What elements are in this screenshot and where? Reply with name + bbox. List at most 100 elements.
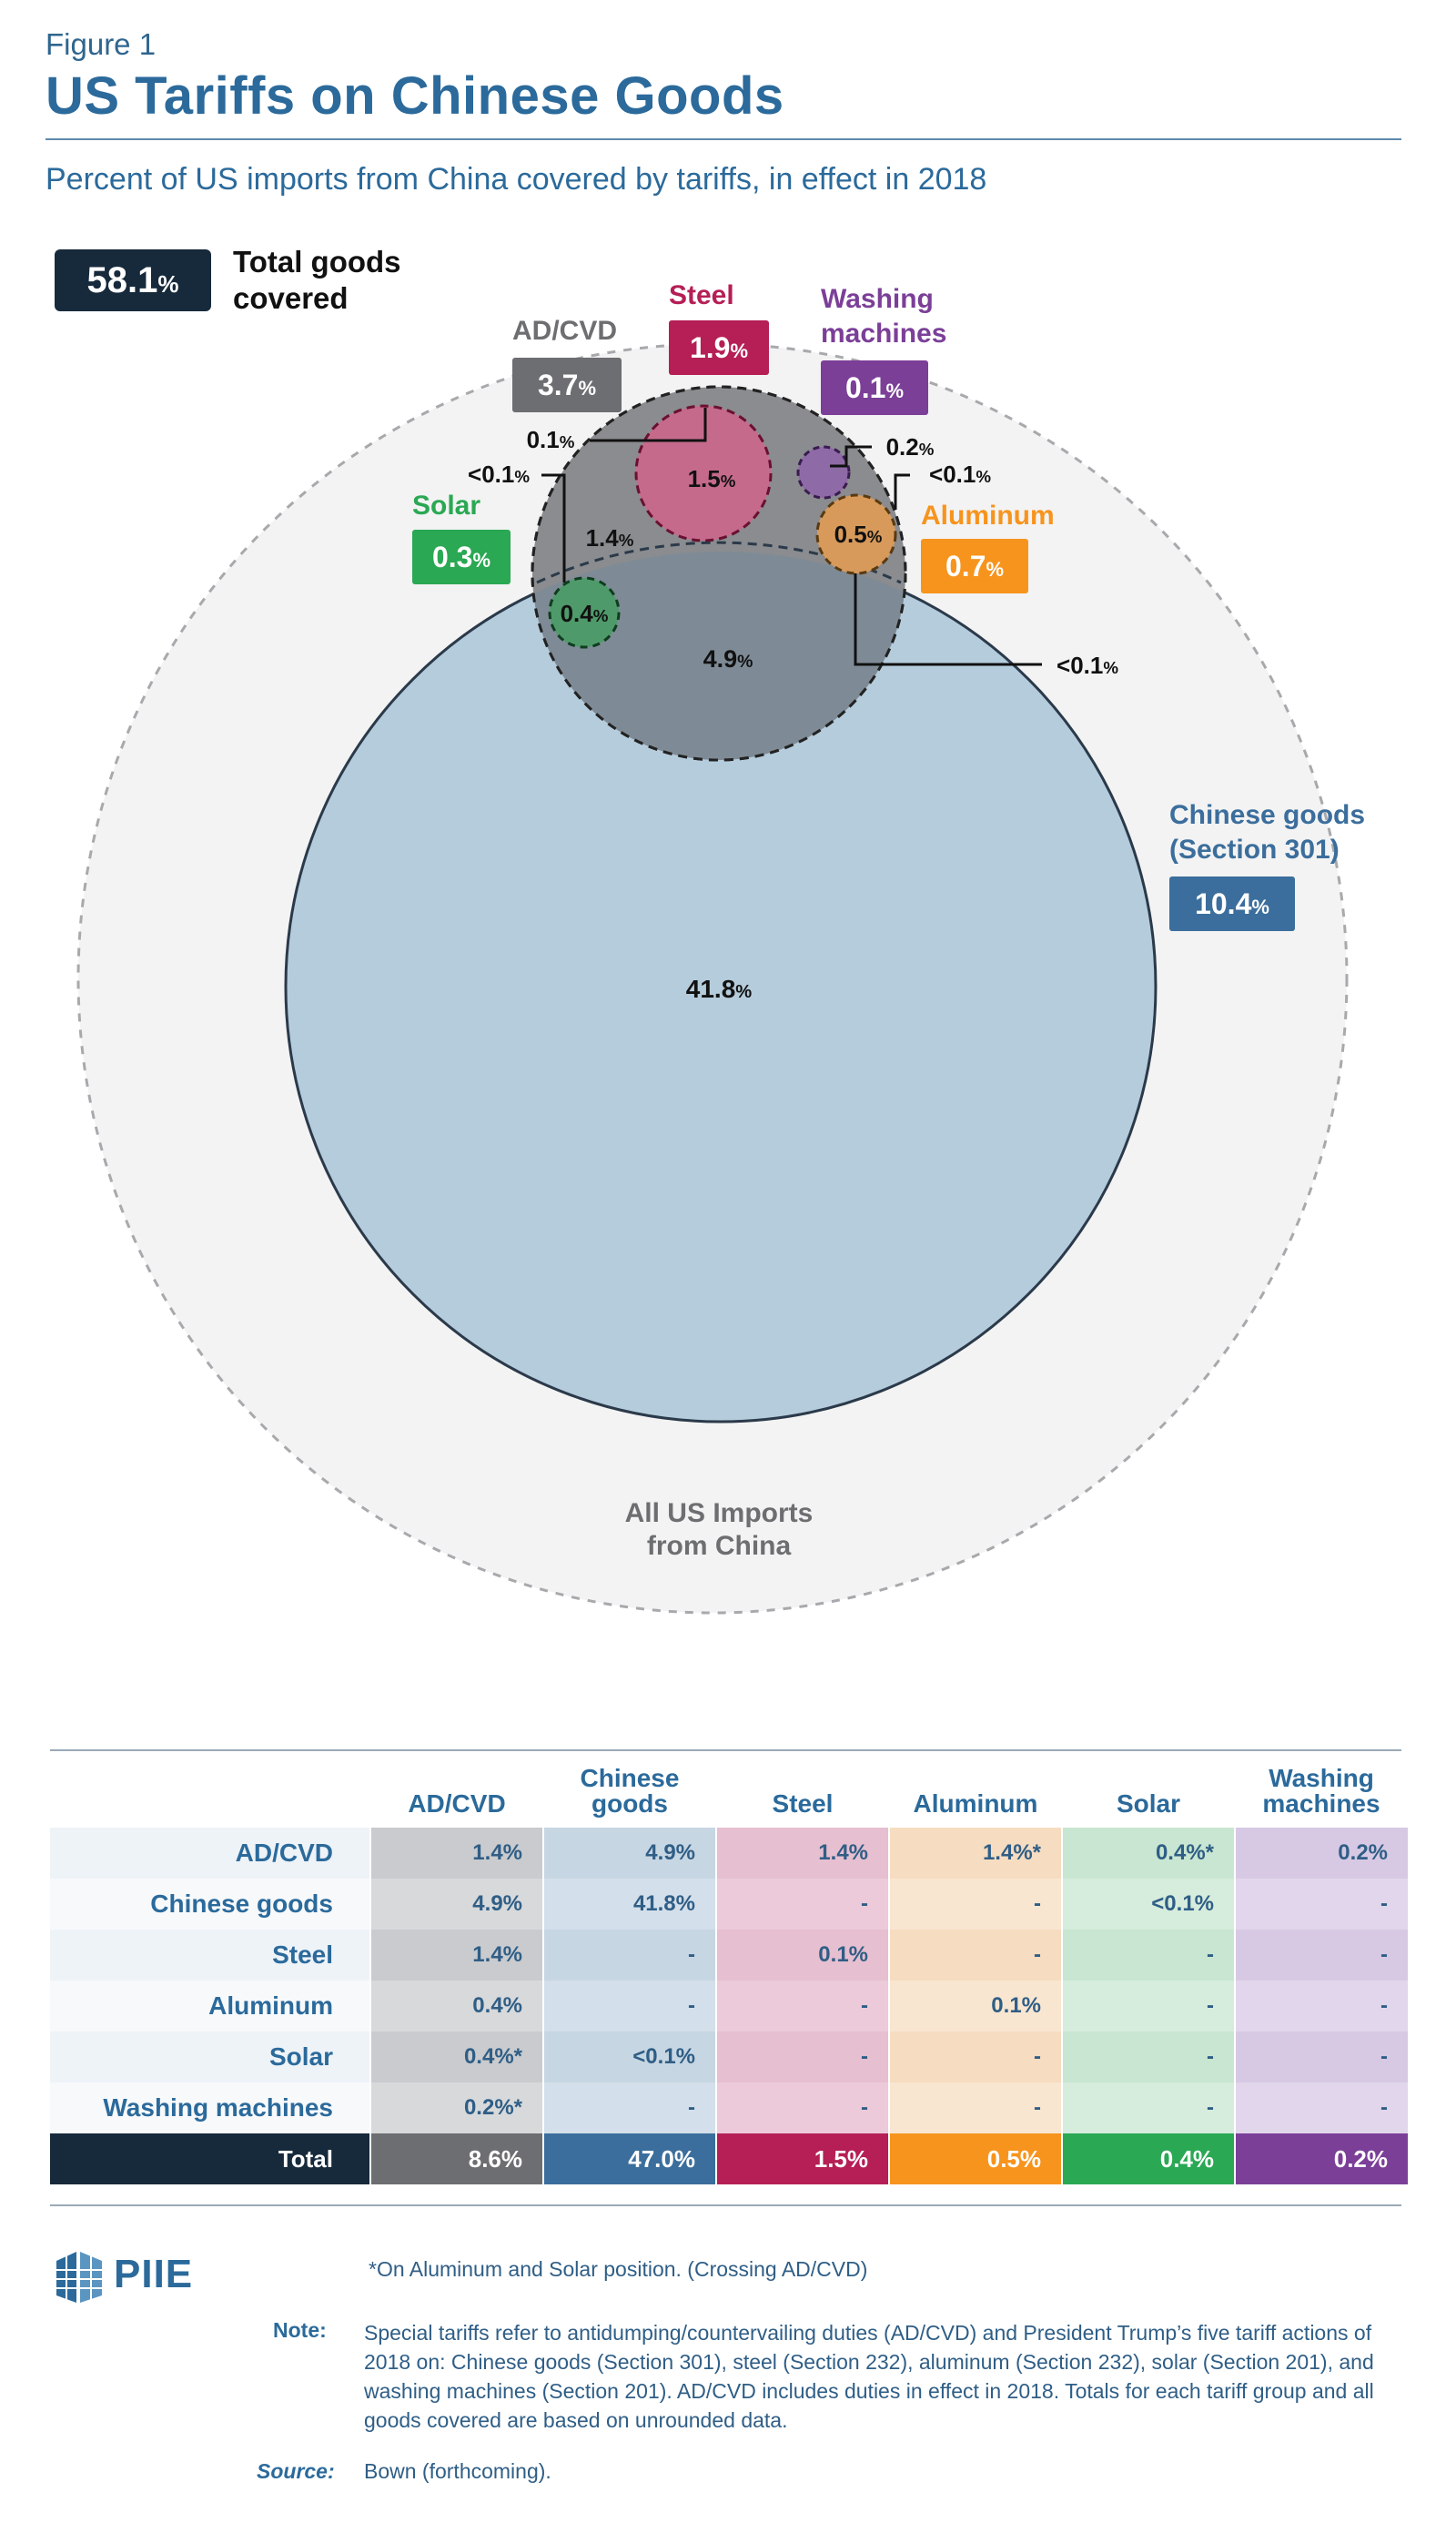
table-cell: - [715, 1879, 889, 1930]
table-cell: - [542, 1930, 716, 1981]
table-cell: - [1234, 2082, 1408, 2133]
region-label-aluminum-in-adcvd: 0.5% [834, 521, 883, 548]
table-cell: - [715, 2082, 889, 2133]
adcvd-circle-outline [531, 385, 907, 762]
adcvd-label: AD/CVD [512, 316, 618, 346]
total-cell: 0.2% [1234, 2133, 1408, 2184]
table-cell: 0.4%* [1061, 1828, 1235, 1879]
total-cell: 8.6% [369, 2133, 543, 2184]
total-cell: 0.4% [1061, 2133, 1235, 2184]
table-cell: - [888, 1930, 1062, 1981]
table-corner [50, 1766, 370, 1828]
aluminum-tag: 0.7% [921, 539, 1028, 593]
table-cell: 0.1% [715, 1930, 889, 1981]
table-cell: 0.4% [369, 1981, 543, 2031]
note-text: Special tariffs refer to antidumping/cou… [364, 2321, 1374, 2432]
table-top-divider [50, 1749, 1401, 1751]
leader-steel-only [590, 408, 707, 442]
table-cell: - [1234, 1981, 1408, 2031]
table-row: Washing machines 0.2%* - - - - - [50, 2082, 1408, 2133]
aluminum-circle [815, 493, 897, 575]
table-total-row: Total 8.6% 47.0% 1.5% 0.5% 0.4% 0.2% [50, 2133, 1408, 2184]
footnote: *On Aluminum and Solar position. (Crossi… [369, 2257, 868, 2281]
table-cell: 1.4% [369, 1828, 543, 1879]
region-label-solar-in-adcvd: 0.4% [561, 600, 609, 627]
table-cell: 4.9% [369, 1879, 543, 1930]
chinese-goods-total: 10.4 [1195, 887, 1252, 920]
table-cell: 0.2%* [369, 2082, 543, 2133]
row-header: Steel [50, 1930, 370, 1981]
column-header: Solar [1116, 1789, 1181, 1818]
total-goods-badge: 58.1% [55, 249, 211, 311]
leader-aluminum-chinese [854, 573, 1042, 666]
table-row: Chinese goods 4.9% 41.8% - - <0.1% - [50, 1879, 1408, 1930]
table-row: Steel 1.4% -0.1% - - - [50, 1930, 1408, 1981]
steel-label: Steel [669, 280, 734, 310]
table-cell: <0.1% [542, 2031, 716, 2082]
table-cell: 0.1% [888, 1981, 1062, 2031]
table-cell: - [888, 1879, 1062, 1930]
region-label-aluminum-chinese: <0.1% [1057, 652, 1118, 679]
column-header: Aluminum [913, 1789, 1038, 1818]
note-label: Note: [273, 2318, 327, 2342]
venn-chart: 1.5%1.4%0.4%0.5%4.9%41.8%0.1% 0.2%<0.1% <0… [76, 342, 1349, 1615]
title-divider [46, 138, 1401, 140]
chart-title: US Tariffs on Chinese Goods [46, 66, 784, 126]
table-cell: 1.4%* [888, 1828, 1062, 1879]
total-cell: 0.5% [888, 2133, 1062, 2184]
row-header: AD/CVD [50, 1828, 370, 1879]
adcvd-tag: 3.7% [512, 358, 622, 412]
aluminum-unit: % [986, 558, 1005, 581]
leader-washing [830, 445, 872, 468]
chinese-goods-label: Chinese goods (Section 301) [1169, 800, 1366, 865]
washing-circle [796, 445, 851, 500]
table-cell: - [1234, 1930, 1408, 1981]
table-cell: 1.4% [715, 1828, 889, 1879]
table-cell: 0.4%* [369, 2031, 543, 2082]
table-cell: - [888, 2031, 1062, 2082]
washing-total: 0.1 [844, 371, 886, 404]
washing-tag: 0.1% [821, 360, 928, 415]
piie-logo-text: PIIE [114, 2252, 194, 2296]
region-label-steel-only: 0.1% [527, 426, 575, 453]
table-cell: - [1061, 1930, 1235, 1981]
solar-circle [548, 576, 621, 649]
row-header: Solar [50, 2031, 370, 2082]
piie-logo-icon [56, 2252, 102, 2303]
chinese-arc-inside [536, 541, 902, 584]
table-cell: - [715, 2031, 889, 2082]
row-header: Aluminum [50, 1981, 370, 2031]
aluminum-label: Aluminum [921, 501, 1055, 531]
solar-unit: % [472, 549, 491, 572]
total-goods-value: 58.1 [86, 260, 158, 300]
universe-label: All US Imports from China [624, 1498, 814, 1561]
aluminum-total: 0.7 [945, 550, 986, 583]
source-label: Source: [257, 2459, 335, 2483]
chinese-goods-unit: % [1251, 896, 1269, 918]
table-cell: 0.2% [1234, 1828, 1408, 1879]
solar-label: Solar [412, 491, 481, 521]
column-header: AD/CVD [408, 1789, 506, 1818]
table-cell: - [1234, 2031, 1408, 2082]
chinese-goods-tag: 10.4% [1169, 876, 1295, 931]
region-label-adcvd-only: 1.4% [586, 524, 634, 552]
region-label-washing-adcvd: 0.2% [886, 433, 935, 461]
table-row: Solar 0.4%* <0.1% - - - - [50, 2031, 1408, 2082]
total-cell: 1.5% [715, 2133, 889, 2184]
solar-tag: 0.3% [412, 530, 511, 584]
table-cell: - [542, 2082, 716, 2133]
table-cell: - [1061, 2031, 1235, 2082]
row-header: Total [50, 2133, 370, 2184]
column-header: Washing machines [1262, 1764, 1380, 1818]
table-cell: - [1061, 2082, 1235, 2133]
table-bottom-divider [50, 2204, 1401, 2206]
region-label-chinese-only: 41.8% [686, 975, 753, 1003]
adcvd-unit: % [578, 377, 597, 400]
leader-solar-only [541, 473, 566, 583]
table-cell: - [715, 1981, 889, 2031]
row-header: Washing machines [50, 2082, 370, 2133]
table-cell: 41.8% [542, 1879, 716, 1930]
table-row: AD/CVD 1.4% 4.9% 1.4% 1.4%* 0.4%* 0.2% [50, 1828, 1408, 1879]
overlap-table: AD/CVD Chinese goods Steel Aluminum Solar Was… [50, 1766, 1408, 2184]
region-label-steel-in-adcvd: 1.5% [688, 465, 736, 492]
